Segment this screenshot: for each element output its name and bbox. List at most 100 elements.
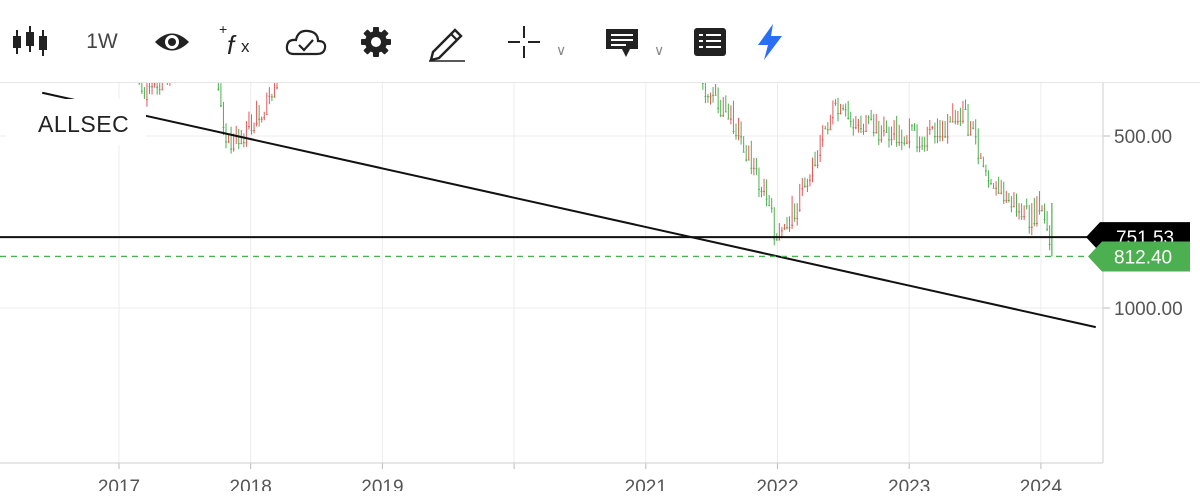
list-icon[interactable] [690,22,730,62]
candle-body [1046,228,1048,230]
candle-body [786,227,788,229]
draw-pencil-icon[interactable] [424,22,468,62]
candle-body [1018,211,1020,213]
candle-body [883,130,885,132]
candle-body [911,125,913,127]
candle-body [885,132,888,134]
candle-body [707,96,709,98]
candle-body [918,146,921,148]
candle-body [814,164,816,166]
candle-body [745,159,748,161]
candle-body [875,132,878,134]
chart-grid [0,83,1110,469]
candle-body [967,134,969,136]
svg-text:x: x [241,37,250,56]
comment-icon[interactable] [602,22,642,62]
candle-body [250,130,253,132]
candle-body [763,190,765,192]
candle-body [1036,223,1038,225]
comment-dropdown-chevron-icon[interactable]: ∨ [654,42,665,58]
candle-body [923,145,926,147]
candle-body [1000,192,1003,194]
candle-body [153,83,156,85]
candle-body [704,95,707,97]
crosshair-dropdown-chevron-icon[interactable]: ∨ [556,42,567,58]
candle-body [1013,206,1015,208]
current-price-label: 812.40 [1114,247,1172,268]
candle-body [1030,226,1033,228]
candle-body [263,117,266,119]
candle-body [839,113,842,115]
candle-body [931,127,934,129]
candle-body [949,121,952,123]
candle-body [1002,200,1005,202]
candle-body [273,96,276,98]
lightning-icon[interactable] [752,22,788,62]
candle-body [992,187,995,189]
candle-body [1038,210,1041,212]
candle-body [877,139,880,141]
symbol-box [6,99,146,145]
eye-icon[interactable] [152,22,192,62]
candle-body [872,132,875,134]
candle-body [895,142,898,144]
candle-body [997,192,1000,194]
crosshair-icon[interactable] [504,22,544,62]
candle-body [717,107,720,109]
y-tick-label: 500.00 [1114,127,1172,148]
candle-body [161,89,164,91]
candle-body [768,205,771,207]
candle-body [834,102,837,104]
indicators-fx-icon[interactable]: + f x [216,22,260,62]
candle-body [148,86,151,88]
candle-body [941,136,944,138]
candle-body [227,141,230,143]
candle-body [934,136,936,138]
candle-body [765,198,768,200]
candle-body [230,148,232,150]
candle-body [146,99,148,101]
candle-body [217,88,220,90]
candle-body [714,94,717,96]
candle-body [758,188,760,190]
candle-body [962,120,964,122]
candle-body [816,164,819,166]
candle-body [842,108,844,110]
settings-gear-icon[interactable] [356,22,396,62]
candles-icon[interactable] [10,22,50,62]
candle-body [926,145,929,147]
candle-body [268,95,271,97]
x-tick-label: 2022 [756,477,798,491]
candle-body [240,143,243,145]
candle-body [867,116,870,118]
candle-body [806,185,809,187]
candle-body [701,82,704,84]
candle-body [727,118,730,120]
candle-body [844,109,847,111]
candle-body [730,118,732,120]
candle-body [755,168,758,170]
candle-body [849,120,852,122]
candle-body [857,124,860,126]
candle-body [770,207,773,209]
candle-body [974,136,977,138]
candle-body [253,130,255,132]
candle-body [854,127,857,129]
candle-body [972,127,975,129]
chart-toolbar: 1W + f x [0,0,1200,82]
candle-body [232,148,235,150]
candle-body [225,141,227,143]
current-price-tag: 812.40 [1088,241,1190,272]
candle-body [903,142,906,144]
candle-body [258,118,261,120]
candle-body [865,130,867,132]
candle-body [151,86,153,88]
interval-selector[interactable]: 1W [86,30,118,53]
candle-body [982,165,985,167]
cloud-save-icon[interactable] [284,22,328,62]
candle-body [936,136,939,138]
candle-body [916,146,918,148]
candle-body [1023,216,1026,218]
